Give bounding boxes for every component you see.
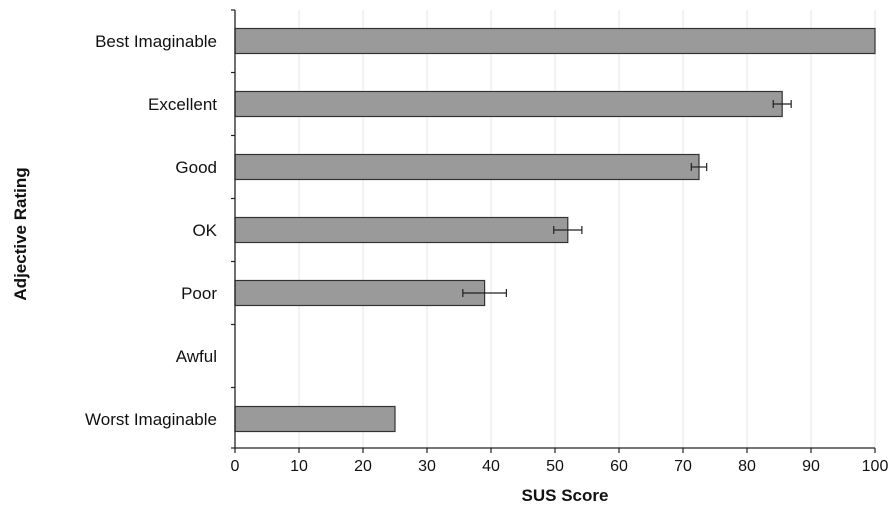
axes	[231, 9, 876, 453]
bars	[234, 27, 876, 433]
x-tick-labels: 0 10 20 30 40 50 60 70 80 90 100	[231, 458, 889, 475]
category-label-best-imaginable: Best Imaginable	[95, 32, 217, 51]
x-tick-label-30: 30	[418, 458, 436, 475]
y-axis-title: Adjective Rating	[11, 167, 30, 300]
category-label-awful: Awful	[176, 347, 217, 366]
error-bar-ok	[553, 226, 583, 234]
category-label-worst-imaginable: Worst Imaginable	[85, 410, 217, 429]
category-labels: Best Imaginable Excellent Good OK Poor Awful W…	[85, 32, 218, 429]
x-tick-label-50: 50	[546, 458, 564, 475]
x-tick-label-10: 10	[290, 458, 308, 475]
error-bar-poor	[462, 289, 507, 297]
x-axis-title: SUS Score	[522, 486, 609, 505]
x-tick-label-100: 100	[862, 458, 889, 475]
bar-best-imaginable	[234, 27, 876, 55]
category-label-excellent: Excellent	[148, 95, 217, 114]
x-tick-label-0: 0	[231, 458, 240, 475]
bar-good	[234, 153, 700, 181]
x-tick-label-40: 40	[482, 458, 500, 475]
x-tick-label-60: 60	[610, 458, 628, 475]
error-bar-excellent	[772, 100, 792, 108]
category-label-poor: Poor	[181, 284, 217, 303]
x-tick-label-20: 20	[354, 458, 372, 475]
error-bar-good	[690, 163, 708, 171]
x-tick-label-90: 90	[802, 458, 820, 475]
x-tick-label-80: 80	[738, 458, 756, 475]
bar-poor	[234, 279, 486, 307]
x-tick-label-70: 70	[674, 458, 692, 475]
category-label-good: Good	[175, 158, 217, 177]
bar-excellent	[234, 90, 783, 118]
bar-ok	[234, 216, 569, 244]
bar-worst-imaginable	[234, 405, 396, 433]
error-bars	[462, 100, 792, 297]
category-label-ok: OK	[192, 221, 217, 240]
